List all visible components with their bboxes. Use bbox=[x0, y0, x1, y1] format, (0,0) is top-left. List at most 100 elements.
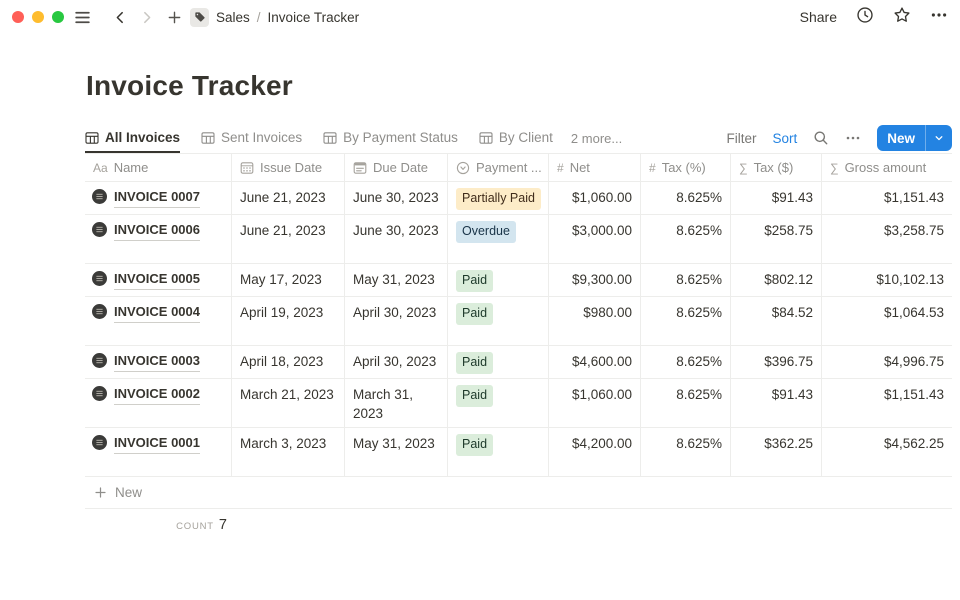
cell-gross-amount[interactable]: $4,562.25 bbox=[883, 436, 944, 451]
cell-due-date[interactable]: April 30, 2023 bbox=[345, 346, 448, 378]
cell-tax-percent[interactable]: 8.625% bbox=[641, 379, 731, 427]
cell-name[interactable]: INVOICE 0002 bbox=[85, 379, 232, 427]
cell-tax-dollars[interactable]: $91.43 bbox=[731, 379, 822, 427]
cell-due-date[interactable]: May 31, 2023 bbox=[345, 264, 448, 296]
cell-due-date[interactable]: April 30, 2023 bbox=[345, 297, 448, 345]
cell-name[interactable]: INVOICE 0001 bbox=[85, 428, 232, 476]
window-zoom-button[interactable] bbox=[52, 11, 64, 23]
cell-due-date[interactable]: March 31, 2023 bbox=[345, 379, 448, 427]
cell-issue-date[interactable]: May 17, 2023 bbox=[232, 264, 345, 296]
share-button[interactable]: Share bbox=[799, 9, 837, 25]
cell-due-date[interactable]: June 30, 2023 bbox=[345, 215, 448, 263]
cell-net[interactable]: $980.00 bbox=[549, 297, 641, 345]
cell-gross-amount[interactable]: $3,258.75 bbox=[883, 223, 944, 238]
sort-button[interactable]: Sort bbox=[772, 130, 798, 146]
cell-tax-percent[interactable]: 8.625% bbox=[641, 264, 731, 296]
tab-sent-invoices[interactable]: Sent Invoices bbox=[201, 123, 302, 153]
cell-tax-dollars[interactable]: $91.43 bbox=[731, 182, 822, 214]
cell-tax-percent[interactable]: 8.625% bbox=[641, 215, 731, 263]
cell-gross-amount[interactable]: $1,064.53 bbox=[883, 305, 944, 320]
column-header-net[interactable]: # Net bbox=[549, 154, 641, 181]
column-header-tax_pct[interactable]: # Tax (%) bbox=[641, 154, 731, 181]
cell-net[interactable]: $9,300.00 bbox=[549, 264, 641, 296]
cell-payment-status[interactable]: Paid bbox=[448, 297, 549, 345]
column-header-label: Issue Date bbox=[260, 160, 323, 175]
window-minimize-button[interactable] bbox=[32, 11, 44, 23]
invoice-title-link[interactable]: INVOICE 0007 bbox=[114, 188, 200, 209]
cell-name[interactable]: INVOICE 0004 bbox=[85, 297, 232, 345]
invoice-title-link[interactable]: INVOICE 0005 bbox=[114, 270, 200, 291]
cell-gross-amount[interactable]: $10,102.13 bbox=[876, 272, 944, 287]
cell-net[interactable]: $4,200.00 bbox=[549, 428, 641, 476]
cell-tax-dollars[interactable]: $396.75 bbox=[731, 346, 822, 378]
cell-issue-date[interactable]: March 3, 2023 bbox=[232, 428, 345, 476]
sidebar-menu-icon[interactable] bbox=[74, 9, 91, 26]
cell-net[interactable]: $1,060.00 bbox=[549, 379, 641, 427]
count-calculation[interactable]: COUNT 7 bbox=[85, 509, 232, 533]
invoice-title-link[interactable]: INVOICE 0003 bbox=[114, 352, 200, 373]
cell-tax-percent[interactable]: 8.625% bbox=[641, 297, 731, 345]
cell-issue-date[interactable]: April 19, 2023 bbox=[232, 297, 345, 345]
cell-gross-amount[interactable]: $1,151.43 bbox=[883, 190, 944, 205]
column-header-gross[interactable]: ∑ Gross amount bbox=[822, 154, 952, 181]
new-row-button[interactable]: New bbox=[85, 477, 952, 509]
cell-net[interactable]: $4,600.00 bbox=[549, 346, 641, 378]
cell-due-date[interactable]: May 31, 2023 bbox=[345, 428, 448, 476]
cell-issue-date[interactable]: April 18, 2023 bbox=[232, 346, 345, 378]
column-header-tax_usd[interactable]: ∑ Tax ($) bbox=[731, 154, 822, 181]
cell-payment-status[interactable]: Paid bbox=[448, 264, 549, 296]
window-close-button[interactable] bbox=[12, 11, 24, 23]
cell-payment-status[interactable]: Partially Paid bbox=[448, 182, 549, 214]
cell-issue-date[interactable]: June 21, 2023 bbox=[232, 182, 345, 214]
forward-icon[interactable] bbox=[140, 10, 154, 25]
column-header-name[interactable]: Aa Name bbox=[85, 154, 232, 181]
search-icon[interactable] bbox=[813, 130, 829, 146]
cell-gross-amount[interactable]: $1,151.43 bbox=[883, 387, 944, 402]
breadcrumb-page[interactable]: Invoice Tracker bbox=[267, 9, 360, 25]
new-button[interactable]: New bbox=[877, 125, 952, 151]
cell-payment-status[interactable]: Paid bbox=[448, 346, 549, 378]
back-icon[interactable] bbox=[113, 10, 127, 25]
cell-name[interactable]: INVOICE 0007 bbox=[85, 182, 232, 214]
cell-tax-dollars[interactable]: $258.75 bbox=[731, 215, 822, 263]
tab-all-invoices[interactable]: All Invoices bbox=[85, 123, 181, 153]
topbar-ellipsis-icon[interactable] bbox=[930, 6, 948, 29]
column-header-due_date[interactable]: Due Date bbox=[345, 154, 448, 181]
tab-by-client[interactable]: By Client bbox=[479, 123, 553, 153]
cell-name[interactable]: INVOICE 0003 bbox=[85, 346, 232, 378]
invoice-title-link[interactable]: INVOICE 0002 bbox=[114, 385, 200, 406]
page-tag-icon[interactable] bbox=[190, 7, 209, 27]
cell-name[interactable]: INVOICE 0005 bbox=[85, 264, 232, 296]
tab-by-payment-status[interactable]: By Payment Status bbox=[323, 123, 458, 153]
more-views-button[interactable]: 2 more... bbox=[570, 130, 623, 146]
view-options-ellipsis-icon[interactable] bbox=[845, 130, 861, 146]
cell-payment-status[interactable]: Paid bbox=[448, 428, 549, 476]
invoice-title-link[interactable]: INVOICE 0004 bbox=[114, 303, 200, 324]
column-header-issue_date[interactable]: Issue Date bbox=[232, 154, 345, 181]
cell-tax-dollars[interactable]: $802.12 bbox=[731, 264, 822, 296]
column-header-status[interactable]: Payment ... bbox=[448, 154, 549, 181]
breadcrumb-workspace[interactable]: Sales bbox=[216, 9, 250, 25]
cell-payment-status[interactable]: Paid bbox=[448, 379, 549, 427]
cell-tax-dollars[interactable]: $84.52 bbox=[731, 297, 822, 345]
cell-net[interactable]: $3,000.00 bbox=[549, 215, 641, 263]
cell-tax-percent[interactable]: 8.625% bbox=[641, 346, 731, 378]
filter-button[interactable]: Filter bbox=[726, 130, 757, 146]
new-page-plus-icon[interactable] bbox=[167, 10, 182, 25]
cell-issue-date[interactable]: March 21, 2023 bbox=[232, 379, 345, 427]
cell-payment-status[interactable]: Overdue bbox=[448, 215, 549, 263]
invoice-table: Aa Name Issue Date Due Date Payment ... # Net #… bbox=[85, 154, 952, 533]
cell-tax-percent[interactable]: 8.625% bbox=[641, 428, 731, 476]
cell-tax-dollars[interactable]: $362.25 bbox=[731, 428, 822, 476]
cell-issue-date[interactable]: June 21, 2023 bbox=[232, 215, 345, 263]
cell-net[interactable]: $1,060.00 bbox=[549, 182, 641, 214]
chevron-down-icon[interactable] bbox=[926, 133, 952, 143]
cell-due-date[interactable]: June 30, 2023 bbox=[345, 182, 448, 214]
invoice-title-link[interactable]: INVOICE 0006 bbox=[114, 221, 200, 242]
clock-icon[interactable] bbox=[856, 6, 874, 29]
cell-gross-amount[interactable]: $4,996.75 bbox=[883, 354, 944, 369]
star-icon[interactable] bbox=[893, 6, 911, 29]
cell-name[interactable]: INVOICE 0006 bbox=[85, 215, 232, 263]
cell-tax-percent[interactable]: 8.625% bbox=[641, 182, 731, 214]
invoice-title-link[interactable]: INVOICE 0001 bbox=[114, 434, 200, 455]
